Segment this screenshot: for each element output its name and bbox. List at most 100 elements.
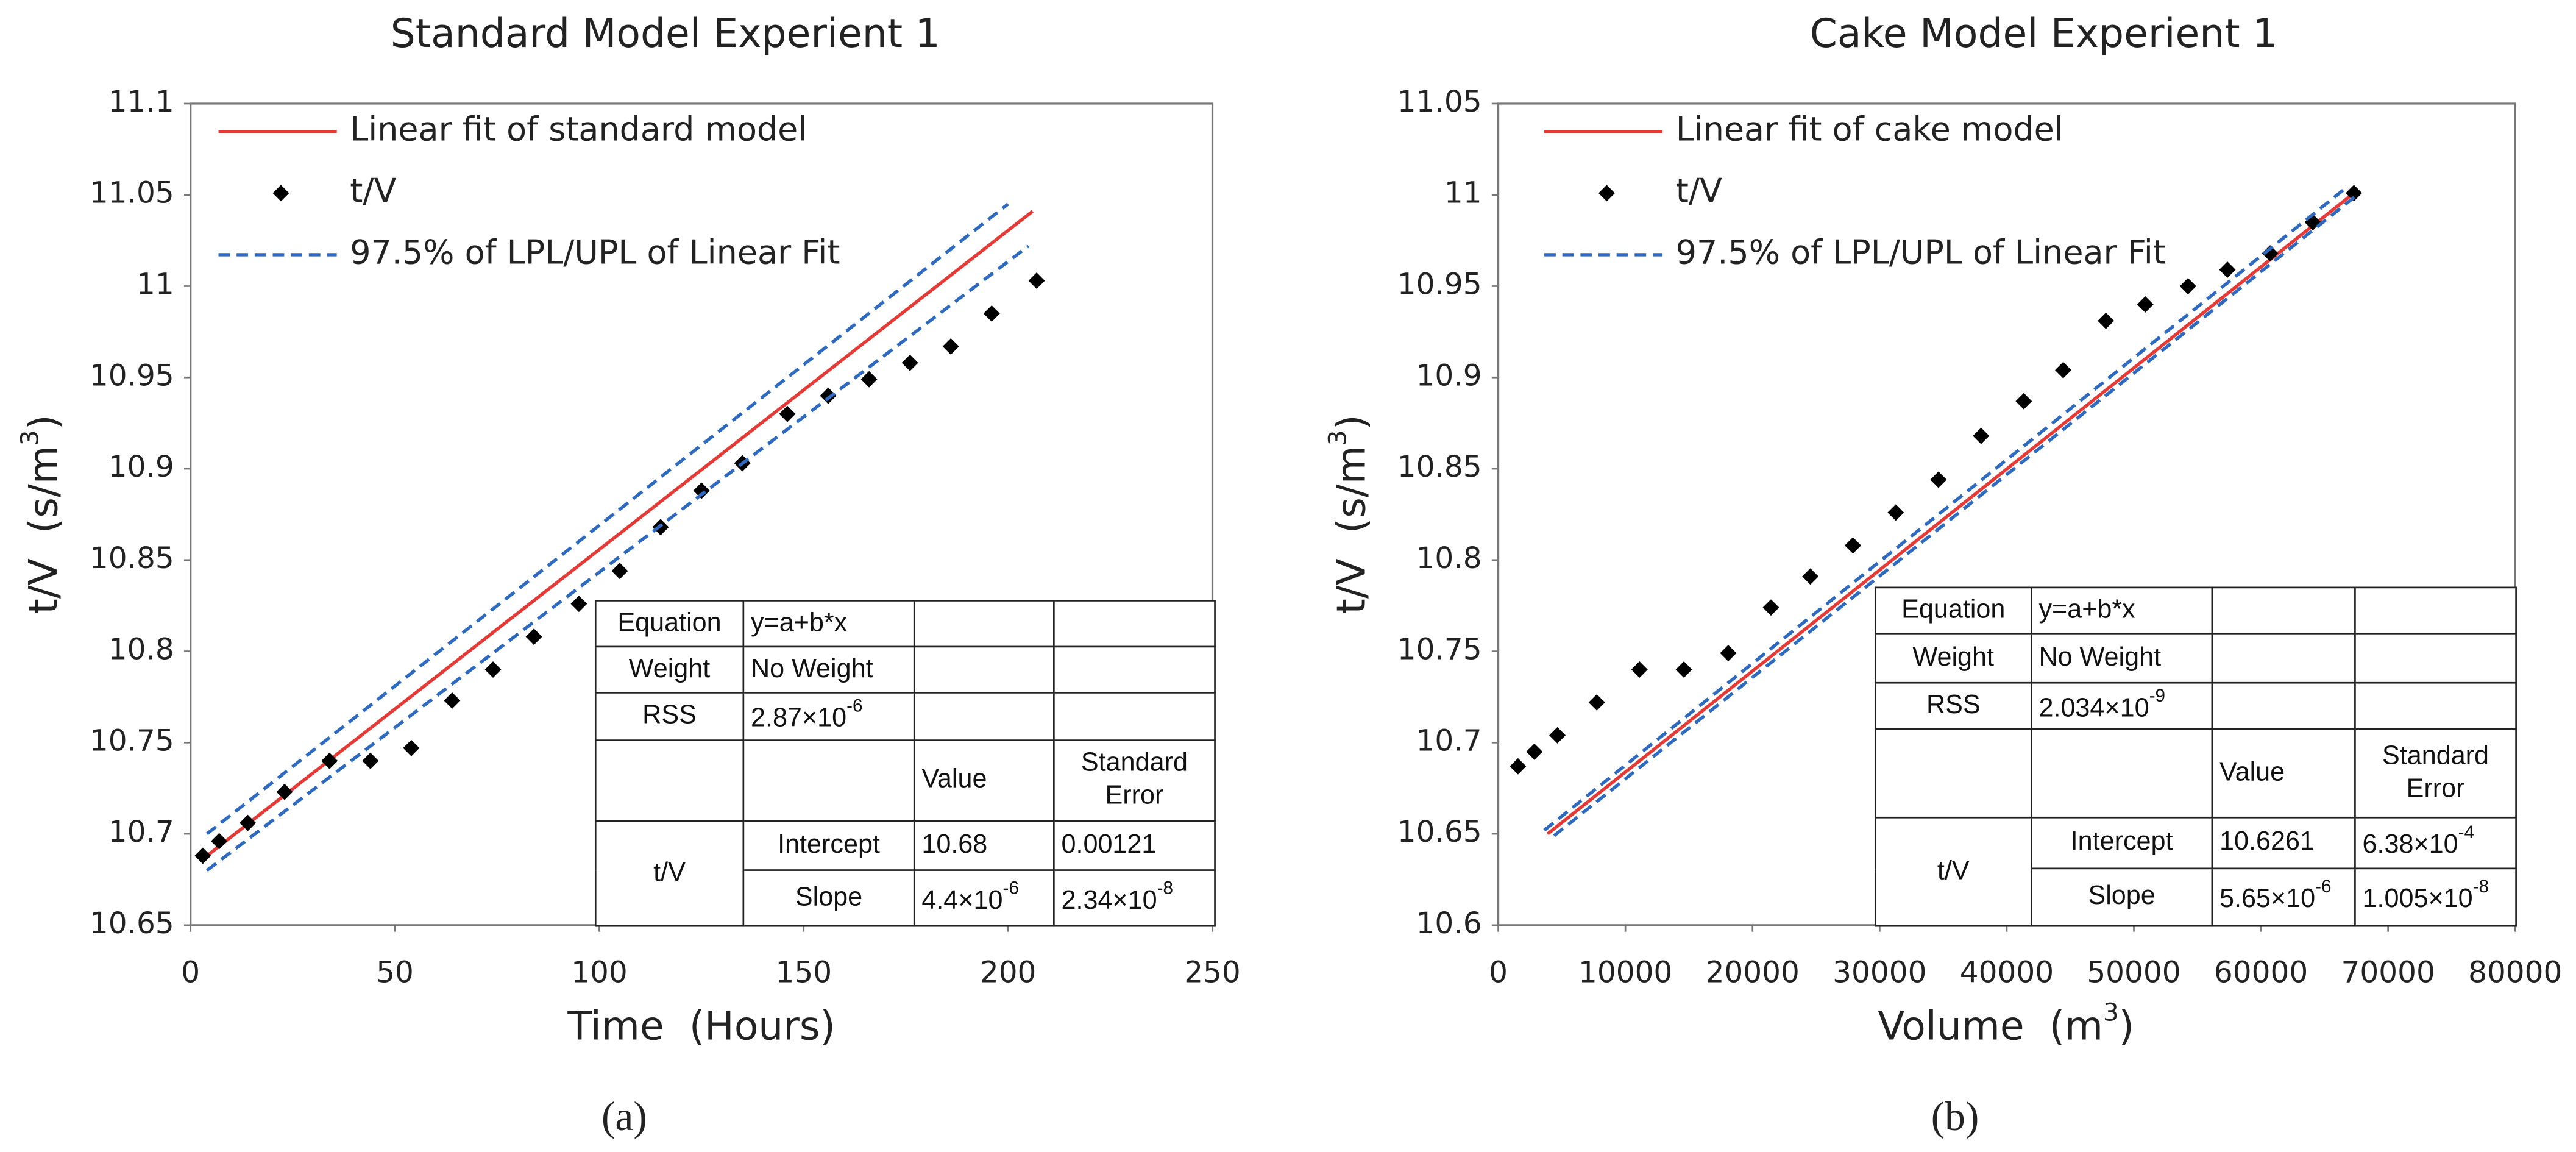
table-cell: Equation [1874,586,2032,635]
table-cell: 1.005×10-8 [2354,867,2517,927]
data-point [362,752,379,769]
legend-marker [272,185,289,202]
data-point [321,752,338,769]
y-tick-label: 10.95 [90,358,174,393]
table-header-row: Value Standard Error [1874,728,2517,819]
data-point [1631,661,1648,678]
table-cell: Intercept [742,820,915,871]
data-point [779,405,796,422]
table-cell [2211,633,2356,684]
table-cell [2030,728,2213,819]
data-point [820,387,837,404]
data-point [484,661,502,678]
table-cell: 10.68 [913,820,1055,871]
y-tick-label: 10.9 [108,450,174,484]
chart-title: Cake Model Experient 1 [1810,11,2278,57]
x-tick-label: 40000 [1960,956,2054,990]
table-row: t/V Intercept 10.68 0.00121 [594,820,1216,927]
x-tick-label: 50 [376,956,414,990]
table-cell: 2.34×10-8 [1053,869,1216,927]
data-point [983,305,1000,322]
value-base: 2.87×10 [750,705,847,733]
table-cell: Equation [594,600,745,648]
x-tick-label: 150 [775,956,832,990]
table-cell [2211,681,2356,730]
fit-line [205,210,1034,858]
table-cell [1053,692,1216,741]
x-axis-label: Volume (m3) [1878,998,2134,1050]
legend-label: Linear fit of standard model [350,110,807,148]
legend-label: Linear fit of cake model [1676,110,2063,148]
value-base: 5.65×10 [2219,886,2316,914]
table-cell: t/V [1874,816,2032,927]
x-tick-label: 20000 [1706,956,1800,990]
legend-label: t/V [1676,172,1722,210]
table-row: Slope 4.4×10-6 2.34×10-8 [595,869,1216,927]
table-row: RSS 2.034×10-9 [1874,681,2517,730]
data-point [1028,272,1045,289]
table-cell: RSS [1874,681,2032,730]
y-axis-label-tail: ) [1329,414,1374,430]
table-cell: 5.65×10-6 [2211,867,2356,927]
chart: Cake Model Experient 1 10.6 10.65 10.7 10.75… [1322,11,2562,1139]
data-point [1930,471,1947,488]
y-tick-label: 11 [1444,176,1482,210]
value-exponent: -9 [2149,686,2165,706]
table-cell: Weight [594,645,745,694]
data-point [2055,361,2071,379]
y-tick-label: 10.85 [1397,450,1482,484]
table-cell: No Weight [742,645,915,694]
data-point [211,833,228,850]
x-tick-label: 200 [980,956,1037,990]
data-point [2179,278,2196,294]
table-row: Slope 5.65×10-6 1.005×10-8 [1875,867,2517,927]
y-tick-label: 10.8 [108,633,174,667]
data-point [1973,427,1990,444]
caption: (b) [1931,1093,1979,1139]
data-point [444,692,461,709]
data-point [2015,393,2032,410]
table-cell [913,645,1055,694]
legend-label: 97.5% of LPL/UPL of Linear Fit [1676,233,2166,272]
x-tick-label: 70000 [2341,956,2435,990]
value-exponent: -8 [1157,878,1173,898]
data-point [2098,312,2115,329]
table-cell [1874,728,2032,819]
data-point [2262,245,2279,262]
table-cell: No Weight [2030,633,2213,684]
x-tick-label: 0 [1489,956,1508,990]
y-tick-label: 10.65 [90,906,174,940]
value-base: 2.34×10 [1061,886,1157,915]
value-exponent: -6 [846,697,863,717]
table-cell: 0.00121 [1053,820,1216,871]
fit-line [1553,193,2358,837]
y-tick-label: 10.75 [1397,633,1482,667]
table-row: t/V Intercept 10.6261 6.38×10-4 [1874,816,2517,927]
table-header-row: Value Standard Error [594,739,1216,822]
table-cell [1053,645,1216,694]
table-cell: 2.87×10-6 [742,692,915,741]
table-cell [2354,586,2517,635]
data-point [2219,261,2236,279]
fit-line [205,202,1009,836]
table-row: Equation y=a+b*x [1874,586,2517,635]
y-axis-label-text: t/V (s/m [1329,446,1374,614]
table-cell: y=a+b*x [2030,586,2213,635]
y-tick-label: 10.9 [1416,358,1482,393]
data-point [1887,504,1904,521]
table-row: RSS 2.87×10-6 [594,692,1216,741]
data-point [525,628,542,645]
y-tick-label: 10.65 [1397,815,1482,849]
value-base: 4.4×10 [921,886,1003,915]
data-point [1588,694,1605,711]
data-point [2137,296,2154,313]
data-point [1675,661,1692,678]
chart: Standard Model Experient 1 10.65 10.7 10.75… [15,11,1240,1139]
table-cell: Standard Error [1053,739,1216,822]
y-tick-label: 10.95 [1397,267,1482,301]
fit-table: Equation y=a+b*x Weight No Weight RSS 2.034×1… [1874,586,2517,927]
fit-table-body: Equation y=a+b*x Weight No Weight RSS 2.87×10… [594,600,1216,927]
data-point [901,354,918,371]
data-point [1845,537,1861,554]
